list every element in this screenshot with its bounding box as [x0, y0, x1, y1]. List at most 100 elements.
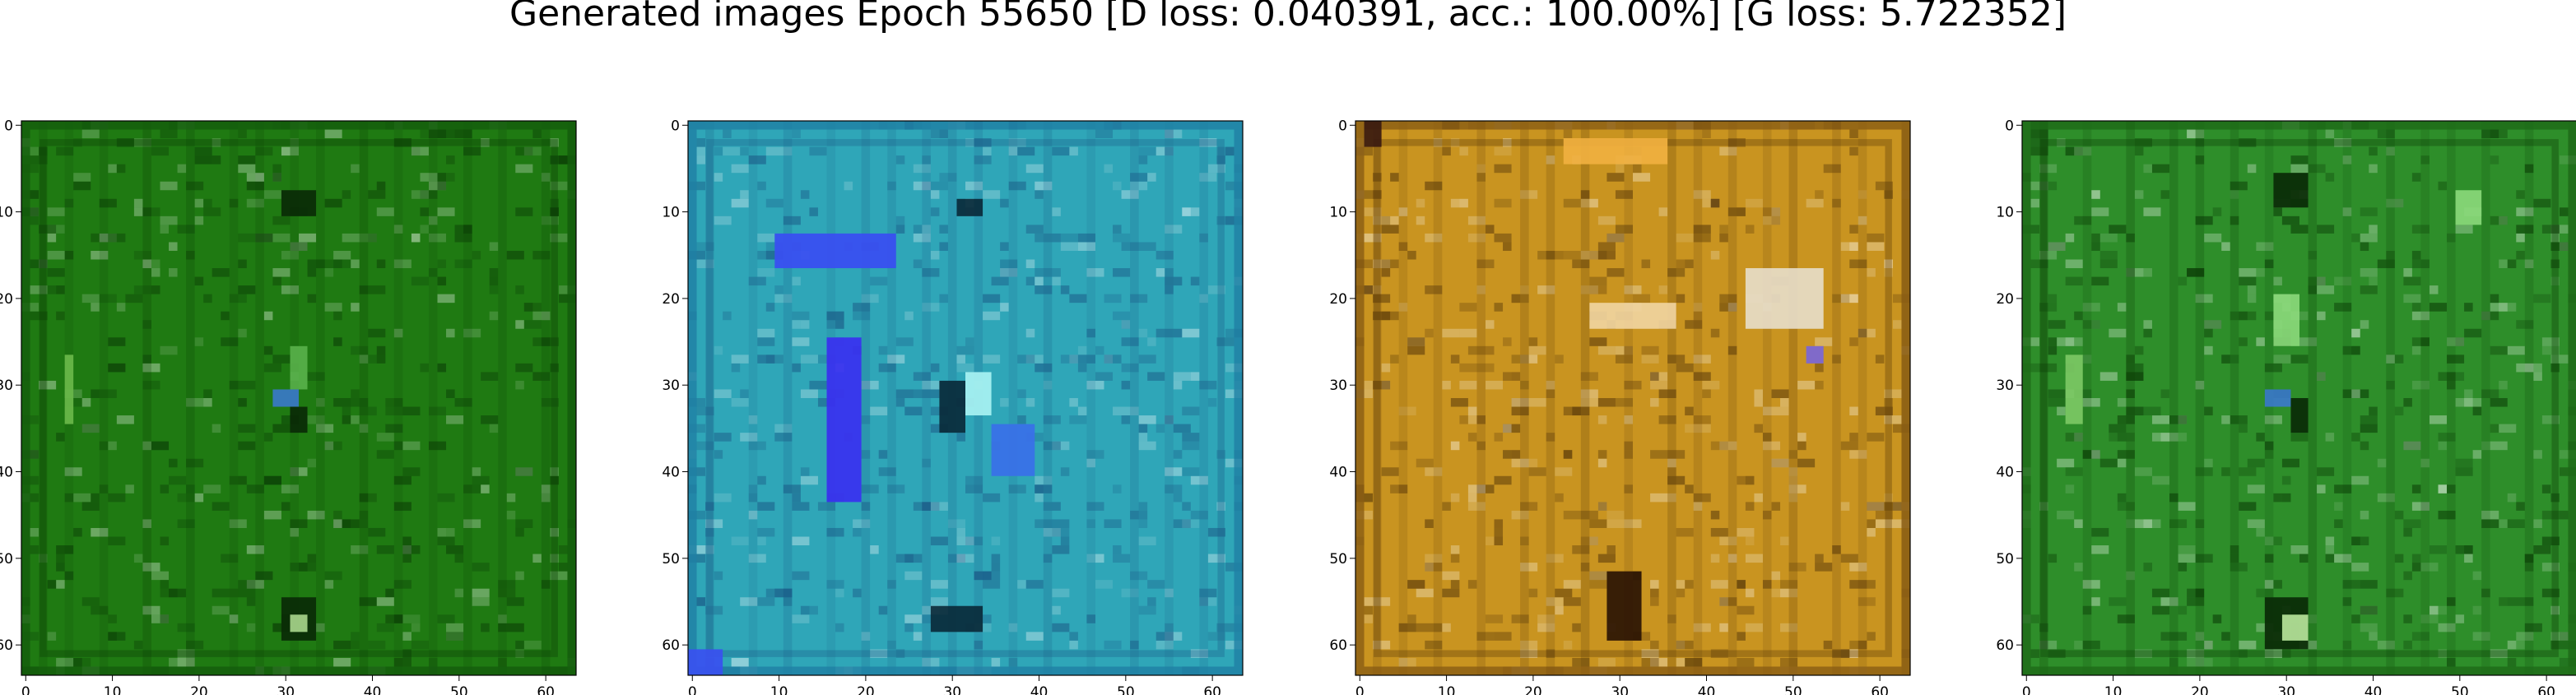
image-pixel [1086, 268, 1104, 277]
image-pixel [1702, 129, 1711, 139]
axes-frame [1355, 120, 1911, 676]
image-pixel [160, 484, 170, 493]
x-tick-label: 40 [2364, 684, 2383, 695]
image-pixel [116, 303, 126, 312]
image-pixel [1017, 415, 1026, 424]
image-pixel [1459, 328, 1477, 338]
image-pixel [2195, 554, 2213, 563]
image-pixel [56, 563, 65, 572]
image-pixel [2256, 337, 2265, 346]
image-pixel [142, 320, 151, 329]
image-pixel [1476, 363, 1495, 373]
image-pixel [765, 588, 783, 598]
image-pixel [765, 198, 783, 208]
image-pixel [368, 233, 377, 243]
image-pixel [930, 207, 940, 216]
image-pixel [983, 580, 1001, 589]
image-pixel [99, 198, 117, 208]
image-pixel [1442, 588, 1460, 598]
image-pixel [142, 259, 151, 269]
image-pixel [1450, 398, 1468, 407]
image-pixel [133, 207, 143, 216]
image-pixel [1563, 580, 1581, 589]
image-pixel [108, 632, 126, 641]
image-pixel [351, 164, 360, 174]
image-pixel [1467, 580, 1477, 589]
image-pixel [2447, 597, 2456, 606]
image-pixel [1737, 527, 1755, 537]
image-pixel [1537, 285, 1555, 294]
y-tick-label: 20 [1996, 291, 2014, 308]
image-pixel [1035, 190, 1044, 199]
image-pixel [316, 424, 334, 433]
image-pixel [333, 510, 342, 520]
image-pixel [238, 233, 256, 243]
image-pixel [956, 554, 965, 563]
image-streak [1546, 121, 1555, 675]
image-pixel [1485, 614, 1504, 623]
image-pixel [1676, 527, 1694, 537]
image-pixel [472, 475, 490, 485]
image-pixel [2541, 337, 2560, 346]
image-pixel [1216, 554, 1225, 563]
image-streak [2195, 121, 2205, 675]
image-pixel [2559, 242, 2569, 251]
image-pixel [333, 519, 342, 528]
image-pixel [1425, 554, 1443, 563]
image-pixel [2516, 225, 2534, 234]
image-pixel [1494, 164, 1512, 174]
image-pixel [1641, 649, 1659, 658]
image-pixel [783, 597, 793, 606]
image-pixel [151, 571, 170, 581]
image-pixel [748, 441, 766, 451]
image-pixel [1000, 268, 1018, 277]
y-tick-label: 40 [662, 465, 680, 481]
image-pixel [2490, 294, 2499, 303]
image-pixel [2048, 649, 2066, 658]
image-pixel [757, 181, 766, 191]
image-pixel [2143, 268, 2152, 277]
image-pixel [2377, 458, 2387, 468]
image-pixel [2099, 259, 2118, 269]
image-pixel [1555, 493, 1564, 503]
image-pixel [2204, 320, 2222, 329]
image-pixel [2290, 225, 2309, 234]
image-pixel [1190, 475, 1208, 485]
image-pixel [2160, 632, 2170, 641]
image-pixel [359, 424, 369, 433]
image-pixel [2256, 242, 2274, 251]
image-pixel [2464, 328, 2482, 338]
image-pixel [2151, 605, 2170, 615]
image-pixel [1597, 242, 1616, 251]
image-inner-frame [40, 139, 558, 657]
image-pixel [2334, 554, 2352, 563]
image-streak [1130, 121, 1139, 675]
image-pixel [1858, 328, 1867, 338]
image-pixel [411, 233, 421, 243]
image-pixel [2377, 640, 2395, 650]
image-pixel [64, 493, 74, 503]
image-pixel [2264, 259, 2274, 269]
image-pixel [30, 545, 40, 554]
image-pixel [2351, 345, 2360, 355]
image-pixel [428, 268, 438, 277]
image-pixel [160, 345, 178, 355]
image-pixel [2204, 406, 2213, 416]
image-pixel [2455, 614, 2465, 623]
image-pixel [402, 649, 412, 658]
image-streak [1727, 121, 1737, 675]
image-pixel [2308, 250, 2318, 260]
image-pixel [1069, 415, 1087, 424]
image-pixel [1633, 294, 1651, 303]
image-pixel [913, 233, 931, 243]
image-pixel [2099, 233, 2118, 243]
image-pixel [1580, 198, 1598, 208]
image-pixel [1138, 328, 1148, 338]
image-pixel [714, 146, 723, 156]
image-pixel [2264, 554, 2274, 563]
image-pixel [1494, 527, 1504, 537]
image-pixel [1035, 475, 1044, 485]
image-streak [1693, 121, 1703, 675]
image-pixel [2256, 527, 2265, 537]
image-pixel [1797, 458, 1816, 468]
